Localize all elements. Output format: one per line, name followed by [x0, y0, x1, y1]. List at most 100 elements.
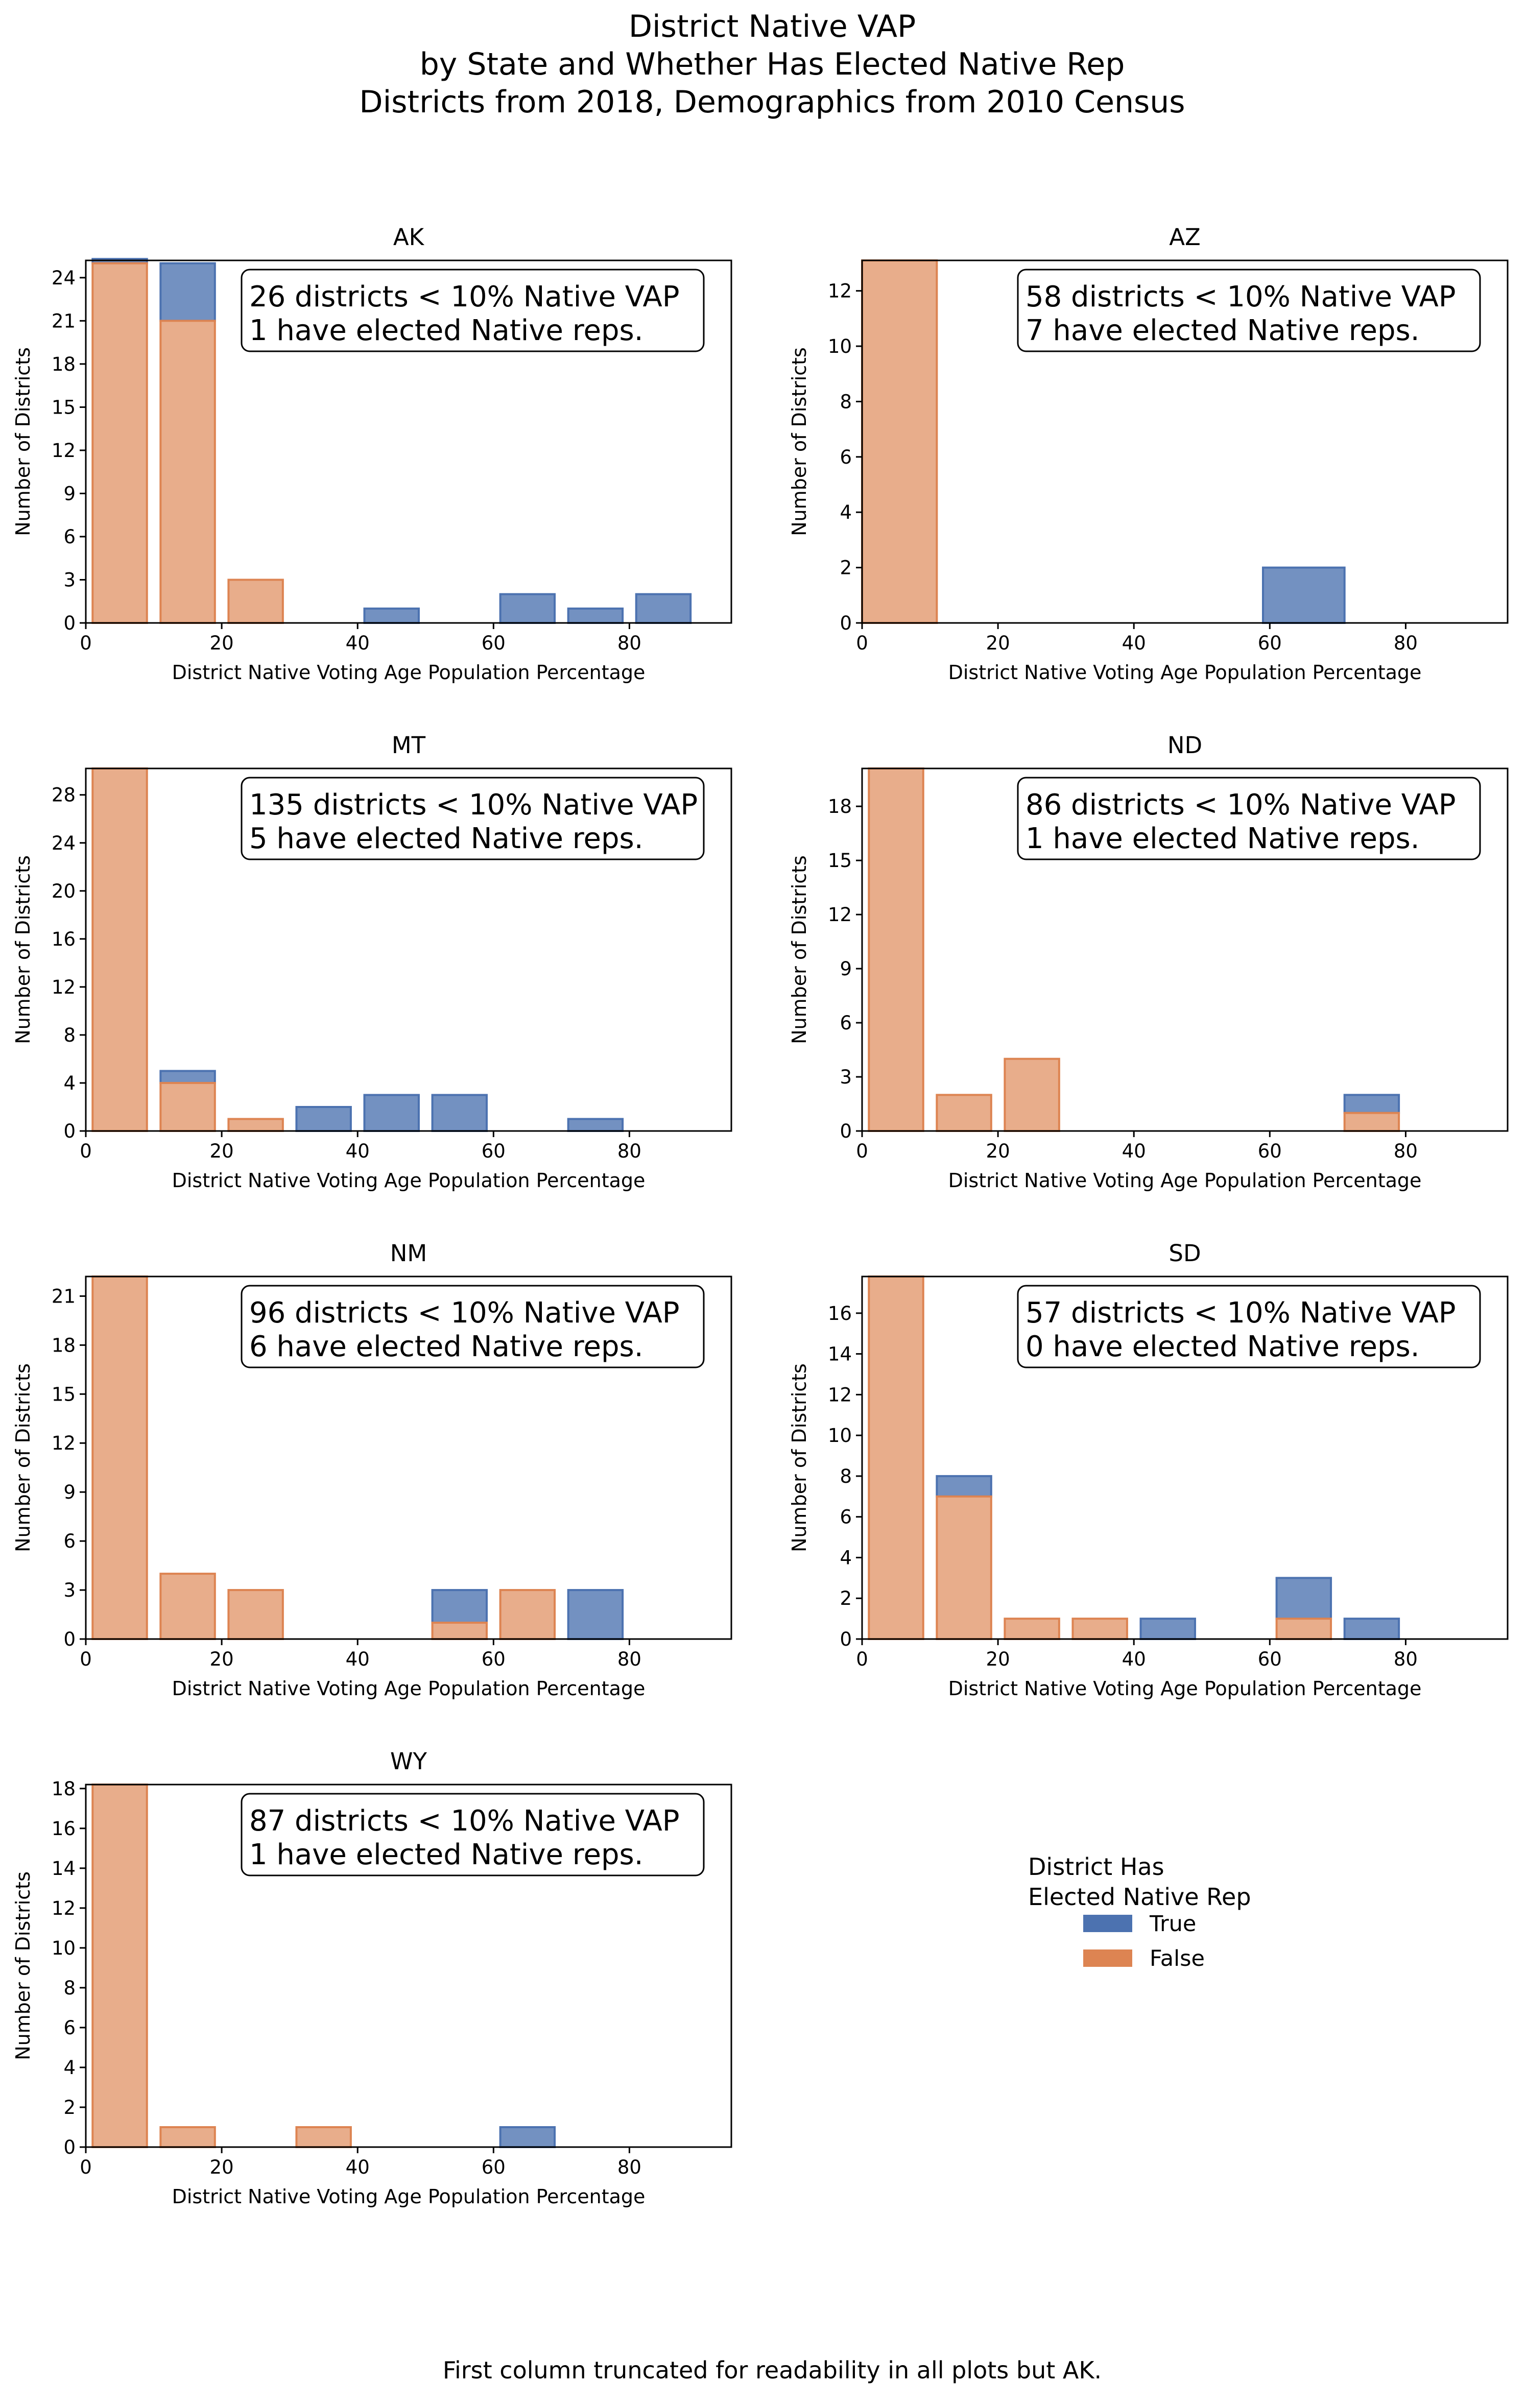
annotation-line-1: 58 districts < 10% Native VAP — [1026, 280, 1456, 314]
axes-frame — [85, 1275, 732, 1640]
y-tick-label: 0 — [63, 1628, 76, 1650]
bar-false — [868, 767, 924, 1132]
bar-true — [363, 607, 420, 624]
y-tick-label: 4 — [63, 2057, 76, 2079]
x-axis-label: District Native Voting Age Population Pe… — [948, 1169, 1422, 1192]
y-tick-label: 8 — [63, 1977, 76, 1999]
y-tick-label: 12 — [52, 976, 76, 998]
y-tick-label: 12 — [828, 904, 852, 926]
bar-false — [91, 1275, 148, 1640]
panel-title: MT — [392, 732, 426, 759]
y-tick-label: 0 — [63, 612, 76, 634]
panel-title: AZ — [1169, 224, 1201, 251]
bar-true — [295, 1105, 352, 1133]
x-tick-label: 20 — [986, 1140, 1010, 1162]
x-tick-label: 40 — [1122, 632, 1146, 654]
title-line-1: District Native VAP — [629, 9, 916, 44]
annotation-line-2: 6 have elected Native reps. — [249, 1330, 643, 1363]
y-tick-label: 2 — [840, 1587, 852, 1609]
y-tick-label: 3 — [63, 569, 76, 591]
y-tick-label: 10 — [52, 1937, 76, 1959]
bar-true — [431, 1589, 488, 1624]
x-tick-label: 40 — [346, 2156, 370, 2178]
y-tick-label: 0 — [840, 1120, 852, 1142]
bar-true — [567, 1118, 624, 1132]
y-axis-label: Number of Districts — [12, 1363, 34, 1552]
bar-false — [1004, 1618, 1060, 1640]
x-tick-label: 40 — [1122, 1648, 1146, 1670]
panel-az: AZ 0 20 40 60 80 0 2 4 6 8 10 12 District Native Voti… — [788, 224, 1509, 684]
legend: District Has Elected Native Rep True Fal… — [1028, 1853, 1251, 1971]
bar-false — [295, 2126, 352, 2148]
x-tick-label: 40 — [1122, 1140, 1146, 1162]
annotation-line-2: 1 have elected Native reps. — [249, 314, 643, 347]
x-tick-label: 80 — [1394, 1648, 1418, 1670]
x-tick-label: 20 — [210, 1648, 234, 1670]
annotation-frame — [1017, 777, 1481, 860]
y-tick-label: 6 — [840, 1506, 852, 1528]
axes-frame — [85, 259, 732, 624]
axes-frame — [861, 259, 1509, 624]
x-axis-label: District Native Voting Age Population Pe… — [172, 1677, 646, 1700]
y-tick-label: 16 — [828, 1303, 852, 1325]
x-tick-label: 60 — [482, 632, 506, 654]
annotation-line-2: 5 have elected Native reps. — [249, 822, 643, 855]
bar-true — [499, 593, 556, 624]
x-tick-label: 60 — [482, 1140, 506, 1162]
bar-false — [91, 767, 148, 1132]
title-line-3: Districts from 2018, Demographics from 2… — [359, 84, 1185, 120]
y-tick-label: 10 — [828, 335, 852, 357]
annotation-line-2: 7 have elected Native reps. — [1026, 314, 1420, 347]
y-ticks: 0 3 6 9 12 15 18 21 24 — [52, 267, 86, 634]
panel-wy: WY 0 20 40 60 80 0 2 4 6 8 10 12 14 16 18 District Nativ… — [12, 1748, 732, 2208]
annotation-line-1: 26 districts < 10% Native VAP — [249, 280, 680, 314]
y-tick-label: 6 — [840, 446, 852, 468]
y-tick-label: 12 — [52, 1897, 76, 1919]
y-tick-label: 14 — [828, 1343, 852, 1365]
y-tick-label: 10 — [828, 1425, 852, 1447]
x-tick-label: 20 — [210, 2156, 234, 2178]
y-tick-label: 0 — [840, 612, 852, 634]
y-ticks: 0 3 6 9 12 15 18 — [828, 796, 862, 1142]
x-tick-label: 60 — [1258, 632, 1282, 654]
annotation-line-1: 96 districts < 10% Native VAP — [249, 1296, 680, 1330]
x-ticks: 0 20 40 60 80 — [80, 1131, 641, 1162]
x-tick-label: 80 — [1394, 632, 1418, 654]
y-axis-label: Number of Districts — [12, 1871, 34, 2060]
bar-false — [861, 259, 938, 624]
y-tick-label: 2 — [840, 557, 852, 579]
bar-true — [1262, 566, 1346, 624]
y-tick-label: 0 — [63, 1120, 76, 1142]
y-tick-label: 18 — [828, 796, 852, 817]
y-tick-label: 6 — [63, 2017, 76, 2039]
y-tick-label: 15 — [52, 1383, 76, 1405]
y-ticks: 0 4 8 12 16 20 24 28 — [52, 784, 86, 1142]
bar-true — [159, 1070, 216, 1084]
x-tick-label: 60 — [1258, 1648, 1282, 1670]
bar-false — [227, 1589, 284, 1640]
x-axis-label: District Native Voting Age Population Pe… — [172, 2185, 646, 2208]
x-tick-label: 0 — [80, 1648, 92, 1670]
y-tick-label: 12 — [52, 1432, 76, 1454]
x-ticks: 0 20 40 60 80 — [80, 1639, 641, 1670]
annotation-line-2: 1 have elected Native reps. — [249, 1838, 643, 1871]
y-tick-label: 12 — [52, 440, 76, 462]
y-tick-label: 28 — [52, 784, 76, 806]
x-ticks: 0 20 40 60 80 — [856, 1639, 1418, 1670]
x-tick-label: 80 — [1394, 1140, 1418, 1162]
bar-true — [567, 1589, 624, 1640]
x-tick-label: 20 — [210, 1140, 234, 1162]
y-axis-label: Number of Districts — [788, 1363, 810, 1552]
annotation-line-1: 135 districts < 10% Native VAP — [249, 788, 698, 822]
bar-false — [936, 1094, 992, 1133]
panel-title: WY — [390, 1748, 427, 1775]
x-tick-label: 40 — [346, 632, 370, 654]
annotation-frame — [241, 1285, 705, 1368]
y-tick-label: 6 — [840, 1012, 852, 1034]
bar-false — [159, 2126, 216, 2148]
x-axis-label: District Native Voting Age Population Pe… — [172, 661, 646, 684]
annotation-line-1: 86 districts < 10% Native VAP — [1026, 788, 1456, 822]
